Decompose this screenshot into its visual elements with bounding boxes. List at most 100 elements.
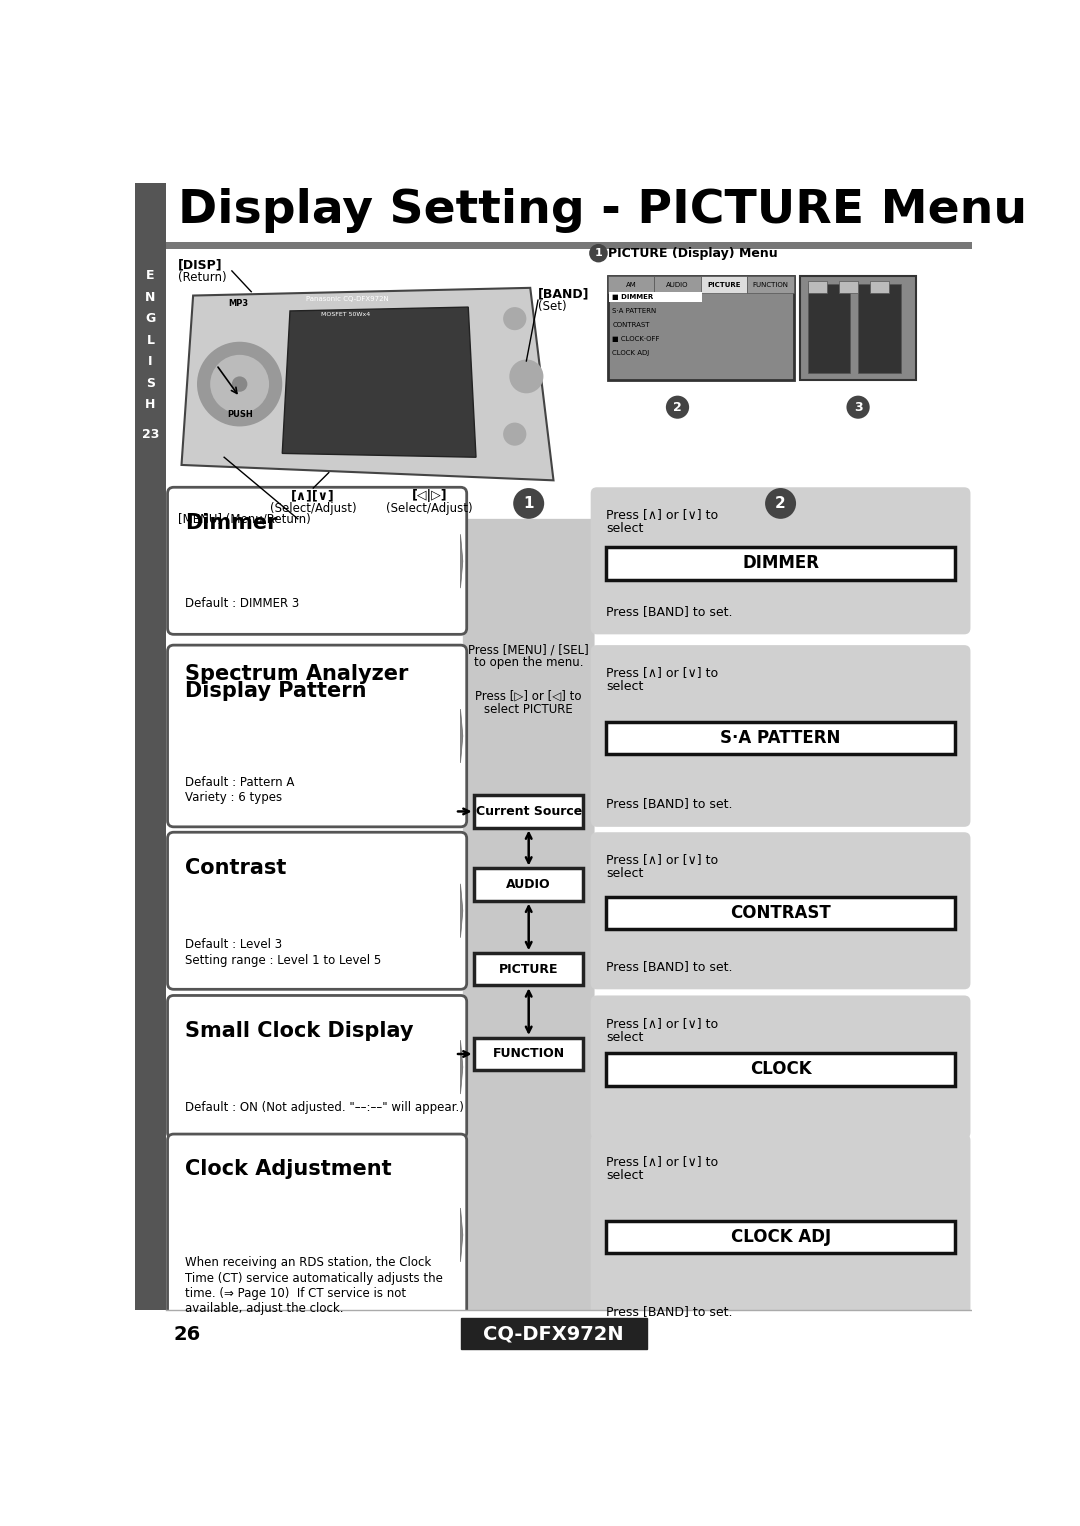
- Text: [MENU] (Menu/Return): [MENU] (Menu/Return): [177, 513, 310, 525]
- Circle shape: [765, 488, 796, 519]
- Text: AUDIO: AUDIO: [666, 282, 689, 288]
- Text: Press [BAND] to set.: Press [BAND] to set.: [606, 604, 732, 618]
- FancyBboxPatch shape: [654, 276, 701, 293]
- Text: N: N: [146, 290, 156, 304]
- FancyBboxPatch shape: [166, 183, 972, 241]
- Text: select: select: [606, 1169, 644, 1183]
- Text: [◁|▷]: [◁|▷]: [411, 490, 447, 502]
- Text: (Return): (Return): [177, 270, 226, 284]
- Text: 1: 1: [595, 249, 603, 258]
- Text: L: L: [147, 334, 154, 346]
- Text: When receiving an RDS station, the Clock: When receiving an RDS station, the Clock: [186, 1256, 432, 1270]
- Text: Panasonic CQ-DFX972N: Panasonic CQ-DFX972N: [306, 296, 388, 302]
- Text: I: I: [148, 356, 152, 368]
- FancyBboxPatch shape: [167, 995, 467, 1138]
- Text: Small Clock Display: Small Clock Display: [186, 1021, 414, 1041]
- FancyBboxPatch shape: [166, 241, 972, 249]
- Text: H: H: [146, 398, 156, 412]
- Text: E: E: [146, 269, 154, 282]
- Circle shape: [232, 377, 247, 392]
- Polygon shape: [460, 1041, 463, 1094]
- Text: available, adjust the clock.: available, adjust the clock.: [186, 1302, 343, 1315]
- Text: Setting range : Level 1 to Level 5: Setting range : Level 1 to Level 5: [186, 954, 381, 966]
- Text: 23: 23: [141, 427, 159, 441]
- Text: select: select: [606, 522, 644, 536]
- FancyBboxPatch shape: [869, 281, 889, 293]
- FancyBboxPatch shape: [609, 291, 702, 302]
- Text: Time (CT) service automatically adjusts the: Time (CT) service automatically adjusts …: [186, 1271, 443, 1285]
- Text: ■ CLOCK·OFF: ■ CLOCK·OFF: [612, 336, 660, 342]
- Text: (Select/Adjust): (Select/Adjust): [387, 502, 473, 514]
- Text: Dimmer: Dimmer: [186, 513, 278, 533]
- FancyBboxPatch shape: [606, 1053, 955, 1085]
- Text: DIMMER: DIMMER: [742, 554, 819, 572]
- Text: Clock Adjustment: Clock Adjustment: [186, 1160, 392, 1180]
- FancyBboxPatch shape: [747, 276, 794, 293]
- Text: Default : Level 3: Default : Level 3: [186, 938, 283, 951]
- FancyBboxPatch shape: [167, 645, 467, 827]
- Circle shape: [666, 395, 689, 418]
- Text: PICTURE: PICTURE: [707, 282, 741, 288]
- Text: [∧][∨]: [∧][∨]: [292, 490, 335, 502]
- Polygon shape: [460, 534, 463, 588]
- Text: select: select: [606, 867, 644, 881]
- Text: G: G: [146, 313, 156, 325]
- Text: CLOCK ADJ: CLOCK ADJ: [730, 1228, 831, 1247]
- Circle shape: [197, 342, 282, 426]
- FancyBboxPatch shape: [591, 487, 971, 635]
- Text: S·A PATTERN: S·A PATTERN: [720, 729, 840, 748]
- Text: Display Setting - PICTURE Menu: Display Setting - PICTURE Menu: [177, 188, 1027, 233]
- Text: S: S: [146, 377, 156, 389]
- Text: Default : DIMMER 3: Default : DIMMER 3: [186, 597, 299, 610]
- Text: (Select/Adjust): (Select/Adjust): [270, 502, 356, 514]
- FancyBboxPatch shape: [474, 795, 583, 827]
- Text: Display Pattern: Display Pattern: [186, 681, 367, 702]
- FancyBboxPatch shape: [591, 832, 971, 989]
- FancyBboxPatch shape: [474, 1038, 583, 1070]
- Polygon shape: [460, 884, 463, 937]
- Text: 1: 1: [524, 496, 534, 511]
- Text: [BAND]: [BAND]: [538, 287, 590, 301]
- Text: 26: 26: [174, 1325, 201, 1344]
- FancyBboxPatch shape: [606, 897, 955, 929]
- Text: PICTURE (Display) Menu: PICTURE (Display) Menu: [608, 247, 778, 259]
- FancyBboxPatch shape: [808, 281, 827, 293]
- Text: Press [BAND] to set.: Press [BAND] to set.: [606, 960, 732, 972]
- Text: Variety : 6 types: Variety : 6 types: [186, 790, 283, 804]
- Text: PICTURE: PICTURE: [499, 963, 558, 975]
- Text: S·A PATTERN: S·A PATTERN: [612, 308, 657, 314]
- Text: Press [∧] or [∨] to: Press [∧] or [∨] to: [606, 853, 718, 867]
- FancyBboxPatch shape: [800, 276, 916, 380]
- Text: CONTRAST: CONTRAST: [612, 322, 650, 328]
- FancyBboxPatch shape: [135, 1311, 972, 1358]
- Text: 2: 2: [775, 496, 786, 511]
- FancyBboxPatch shape: [606, 722, 955, 754]
- FancyBboxPatch shape: [606, 548, 955, 580]
- Text: CONTRAST: CONTRAST: [730, 903, 831, 922]
- Text: 3: 3: [854, 401, 863, 414]
- Text: Press [∧] or [∨] to: Press [∧] or [∨] to: [606, 1155, 718, 1169]
- Text: Press [▷] or [◁] to: Press [▷] or [◁] to: [475, 690, 582, 702]
- Text: FUNCTION: FUNCTION: [753, 282, 788, 288]
- Text: time. (⇒ Page 10)  If CT service is not: time. (⇒ Page 10) If CT service is not: [186, 1286, 406, 1300]
- FancyBboxPatch shape: [474, 954, 583, 986]
- FancyBboxPatch shape: [460, 1318, 647, 1349]
- FancyBboxPatch shape: [463, 519, 595, 1325]
- Text: 2: 2: [673, 401, 681, 414]
- Text: Default : ON (Not adjusted. "––:––" will appear.): Default : ON (Not adjusted. "––:––" will…: [186, 1102, 464, 1114]
- Polygon shape: [460, 710, 463, 763]
- Text: PUSH: PUSH: [227, 410, 253, 420]
- Polygon shape: [282, 307, 476, 458]
- FancyBboxPatch shape: [167, 832, 467, 989]
- Text: select: select: [606, 681, 644, 693]
- FancyBboxPatch shape: [135, 183, 166, 1358]
- Text: FUNCTION: FUNCTION: [492, 1047, 565, 1061]
- Text: Press [BAND] to set.: Press [BAND] to set.: [606, 1305, 732, 1318]
- FancyBboxPatch shape: [167, 1134, 467, 1335]
- FancyBboxPatch shape: [608, 276, 794, 380]
- FancyBboxPatch shape: [839, 281, 859, 293]
- Text: Default : Pattern A: Default : Pattern A: [186, 775, 295, 789]
- Text: MP3: MP3: [228, 299, 248, 308]
- Text: Current Source: Current Source: [475, 804, 582, 818]
- Text: [DISP]: [DISP]: [177, 258, 222, 272]
